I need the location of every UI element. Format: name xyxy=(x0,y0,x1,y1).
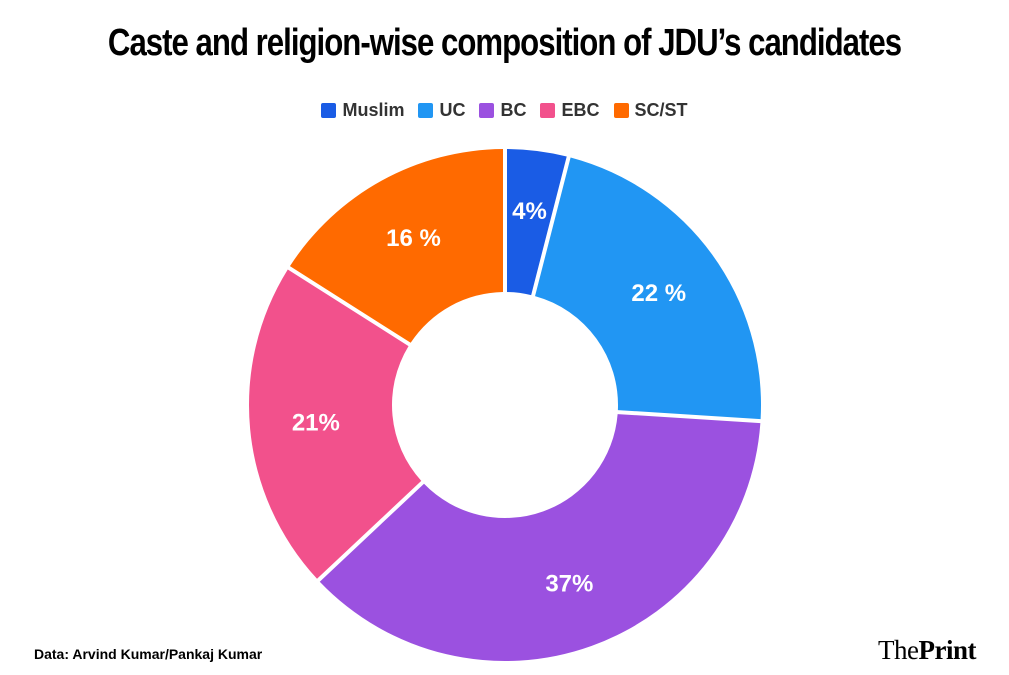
slice-label-uc: 22 % xyxy=(631,280,686,307)
chart-legend: Muslim UC BC EBC SC/ST xyxy=(0,100,1009,121)
slice-label-ebc: 21% xyxy=(292,409,340,436)
legend-swatch-bc xyxy=(479,103,495,118)
legend-label-muslim: Muslim xyxy=(342,100,405,120)
legend-item-uc: UC xyxy=(418,100,465,121)
slice-bc xyxy=(319,414,761,661)
legend-label-ebc: EBC xyxy=(561,100,600,120)
theprint-logo: ThePrint xyxy=(878,635,976,666)
logo-text-print: Print xyxy=(918,635,976,665)
legend-swatch-uc xyxy=(418,103,434,118)
slice-label-muslim: 4% xyxy=(512,198,547,225)
slice-muslim xyxy=(506,149,567,296)
legend-label-scst: SC/ST xyxy=(634,100,688,120)
logo-text-the: The xyxy=(878,635,919,665)
legend-label-uc: UC xyxy=(439,100,466,120)
slice-sc-st xyxy=(289,149,504,343)
slice-label-bc: 37% xyxy=(545,570,593,597)
legend-swatch-scst xyxy=(613,103,629,118)
data-source-note: Data: Arvind Kumar/Pankaj Kumar xyxy=(34,646,263,662)
slice-ebc xyxy=(249,269,422,579)
slice-uc xyxy=(535,157,761,420)
legend-label-bc: BC xyxy=(500,100,527,120)
legend-item-scst: SC/ST xyxy=(613,100,688,121)
chart-title: Caste and religion-wise composition of J… xyxy=(107,22,902,64)
legend-item-muslim: Muslim xyxy=(321,100,404,121)
legend-item-ebc: EBC xyxy=(540,100,600,121)
legend-swatch-ebc xyxy=(540,103,556,118)
legend-swatch-muslim xyxy=(321,103,337,118)
slice-label-sc-st: 16 % xyxy=(386,225,441,252)
legend-item-bc: BC xyxy=(479,100,526,121)
